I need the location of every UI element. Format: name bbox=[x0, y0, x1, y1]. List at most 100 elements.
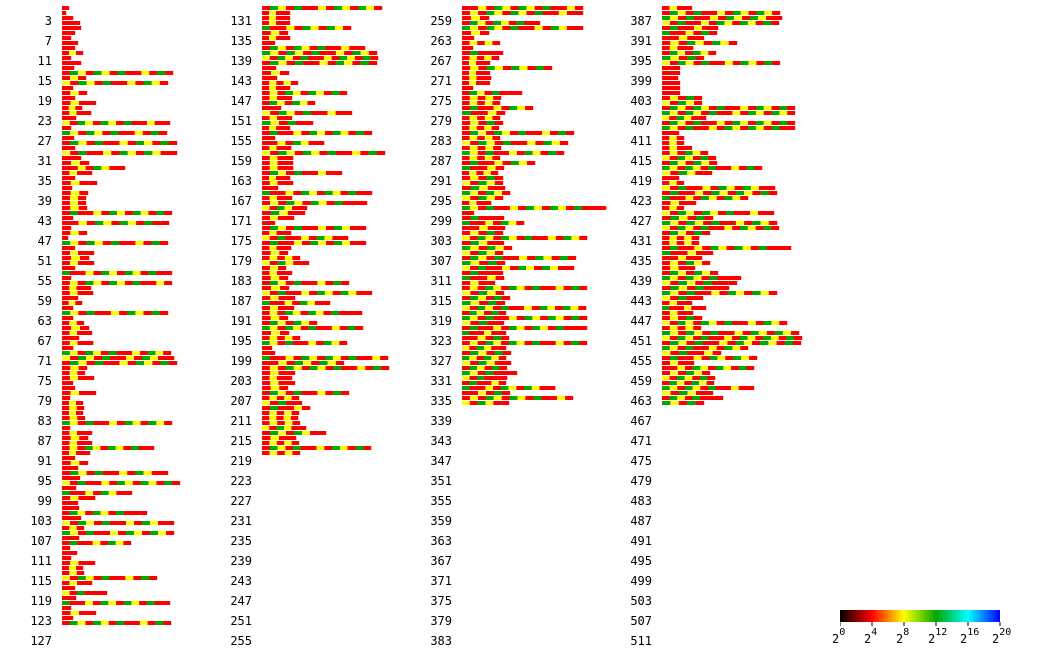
bar-cell bbox=[100, 601, 109, 605]
bar-cell bbox=[110, 131, 119, 135]
bar-cell bbox=[134, 521, 143, 525]
bar-cell bbox=[70, 76, 79, 80]
bar-cell bbox=[670, 56, 679, 60]
bar-cell bbox=[479, 301, 488, 305]
bar-cell bbox=[479, 261, 488, 265]
bar-cell bbox=[476, 71, 484, 75]
bar-cell bbox=[77, 621, 86, 625]
bar-cell bbox=[69, 511, 78, 515]
bar-cell bbox=[148, 481, 157, 485]
bar-cell bbox=[494, 176, 504, 180]
bar-cell bbox=[699, 381, 707, 385]
bar-cell bbox=[100, 511, 109, 515]
bar-cell bbox=[283, 246, 292, 250]
bar-cell bbox=[62, 251, 71, 255]
bar-cell bbox=[701, 111, 710, 115]
bar-cell bbox=[462, 166, 471, 170]
bar-cell bbox=[492, 41, 501, 45]
bar-cell bbox=[269, 421, 278, 425]
bar-cell bbox=[276, 231, 284, 235]
bar-cell bbox=[494, 6, 503, 10]
bar-cell bbox=[117, 271, 126, 275]
bar-cell bbox=[686, 361, 695, 365]
bar-cell bbox=[62, 141, 71, 145]
bar-cell bbox=[732, 226, 741, 230]
bar-strip bbox=[262, 316, 289, 320]
bar-cell bbox=[277, 101, 285, 105]
bar-strip bbox=[262, 11, 291, 15]
bar-cell bbox=[126, 531, 135, 535]
bar-cell bbox=[78, 561, 87, 565]
bar-cell bbox=[710, 331, 719, 335]
bar-cell bbox=[123, 541, 132, 545]
bar-cell bbox=[269, 391, 278, 395]
bar-cell bbox=[493, 386, 501, 390]
bar-cell bbox=[511, 66, 520, 70]
bar-cell bbox=[534, 266, 543, 270]
bar-cell bbox=[493, 396, 502, 400]
bar-cell bbox=[269, 326, 278, 330]
bar-cell bbox=[326, 26, 335, 30]
bar-cell bbox=[670, 231, 679, 235]
bar-cell bbox=[501, 236, 510, 240]
bar-cell bbox=[534, 26, 543, 30]
bar-cell bbox=[462, 16, 472, 20]
bar-cell bbox=[86, 356, 95, 360]
bar-strip bbox=[262, 156, 294, 160]
bar-cell bbox=[700, 336, 709, 340]
row-label: 511 bbox=[630, 634, 652, 648]
bar-cell bbox=[117, 576, 126, 580]
bar-strip bbox=[62, 491, 133, 495]
bar-cell bbox=[470, 281, 479, 285]
bar-cell bbox=[691, 116, 699, 120]
bar-cell bbox=[277, 366, 286, 370]
bar-cell bbox=[262, 336, 270, 340]
bar-strip bbox=[662, 41, 738, 45]
bar-cell bbox=[94, 81, 103, 85]
bar-cell bbox=[68, 176, 76, 180]
bar-cell bbox=[470, 266, 479, 270]
bar-cell bbox=[709, 276, 718, 280]
bar-cell bbox=[146, 121, 155, 125]
bar-cell bbox=[470, 181, 479, 185]
row-label: 83 bbox=[37, 414, 52, 428]
bar-strip bbox=[62, 46, 76, 50]
bar-cell bbox=[109, 211, 118, 215]
bar-cell bbox=[77, 331, 85, 335]
bar-cell bbox=[139, 621, 148, 625]
bar-cell bbox=[262, 281, 271, 285]
bar-cell bbox=[303, 361, 312, 365]
bar-cell bbox=[771, 321, 780, 325]
bar-strip bbox=[62, 261, 95, 265]
bar-strip bbox=[662, 131, 680, 135]
bar-cell bbox=[678, 351, 688, 355]
bar-cell bbox=[763, 226, 772, 230]
bar-strip bbox=[62, 446, 155, 450]
bar-cell bbox=[62, 86, 74, 90]
bar-cell bbox=[671, 71, 681, 75]
bar-cell bbox=[278, 51, 287, 55]
bar-cell bbox=[138, 446, 147, 450]
bar-cell bbox=[469, 76, 477, 80]
bar-cell bbox=[269, 301, 278, 305]
bar-cell bbox=[339, 91, 348, 95]
row-label: 179 bbox=[230, 254, 252, 268]
bar-cell bbox=[285, 46, 294, 50]
bar-strip bbox=[662, 316, 703, 320]
bar-cell bbox=[62, 531, 71, 535]
bar-cell bbox=[477, 96, 486, 100]
bar-cell bbox=[493, 221, 501, 225]
bar-cell bbox=[78, 376, 87, 380]
bar-cell bbox=[147, 351, 156, 355]
bar-cell bbox=[132, 421, 141, 425]
bar-cell bbox=[582, 206, 591, 210]
bar-cell bbox=[278, 61, 287, 65]
bar-cell bbox=[676, 141, 685, 145]
bar-cell bbox=[486, 391, 495, 395]
row-label: 59 bbox=[37, 294, 52, 308]
bar-cell bbox=[327, 61, 337, 65]
bar-cell bbox=[670, 316, 679, 320]
bar-cell bbox=[277, 311, 286, 315]
bar-cell bbox=[510, 161, 519, 165]
bar-cell bbox=[758, 331, 767, 335]
